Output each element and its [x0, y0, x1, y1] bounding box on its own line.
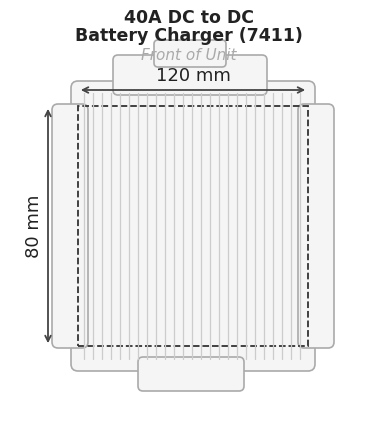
FancyBboxPatch shape [298, 104, 334, 348]
Text: Battery Charger (7411): Battery Charger (7411) [75, 27, 303, 45]
Text: 120 mm: 120 mm [156, 67, 231, 85]
FancyBboxPatch shape [52, 104, 88, 348]
Bar [78, 106, 308, 346]
Text: Front of Unit: Front of Unit [141, 48, 237, 63]
Text: 80 mm: 80 mm [25, 194, 43, 258]
Text: 40A DC to DC: 40A DC to DC [124, 9, 254, 27]
FancyBboxPatch shape [154, 40, 226, 67]
FancyBboxPatch shape [138, 357, 244, 391]
FancyBboxPatch shape [71, 81, 315, 371]
FancyBboxPatch shape [113, 55, 267, 95]
